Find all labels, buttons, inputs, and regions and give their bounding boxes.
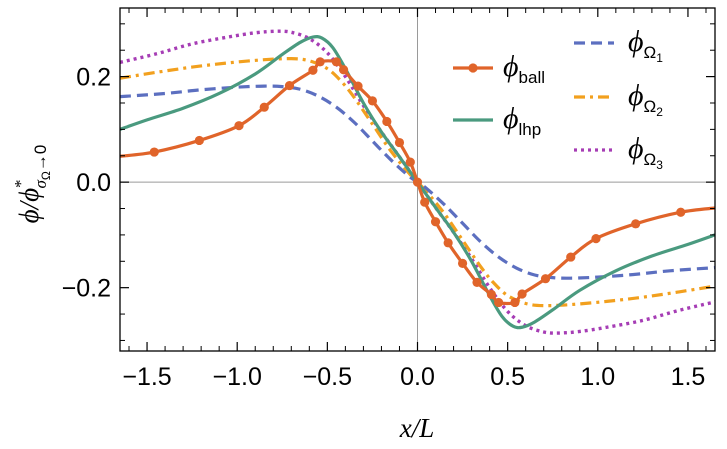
series-line-omega3	[119, 29, 716, 335]
legend-label-ball: ϕball	[503, 50, 545, 87]
legend-entry-omega1: ϕΩ1	[574, 25, 663, 65]
legend-entry-ball: ϕball	[453, 50, 545, 87]
y-tick-label: 0.2	[76, 64, 111, 92]
data-point-ball	[540, 274, 551, 284]
data-point-ball	[420, 197, 430, 207]
data-point-ball	[430, 217, 441, 227]
data-point-ball	[382, 116, 392, 127]
x-tick-label: 1.5	[671, 363, 706, 391]
series-layer	[119, 29, 716, 335]
data-point-ball	[234, 121, 244, 131]
data-point-ball	[676, 207, 686, 217]
y-label-sub-omega: Ω	[39, 171, 53, 180]
data-point-ball	[457, 258, 468, 269]
y-axis-label: ϕ/ϕ*σΩ→0	[11, 145, 53, 224]
legend-label-lhp: ϕlhp	[503, 102, 541, 139]
data-point-ball	[315, 57, 325, 67]
axis-ticks: −1.5 −1.0 −0.5 0.0 0.5 1.0 1.5 −0.2 0.0 0.2	[62, 8, 715, 391]
data-point-ball	[308, 65, 318, 75]
series-line-omega2	[119, 57, 716, 308]
y-label-sup: *	[11, 179, 30, 188]
y-tick-label: −0.2	[62, 275, 111, 303]
data-point-ball	[367, 96, 378, 106]
data-point-ball	[472, 277, 482, 287]
data-point-ball	[394, 137, 405, 148]
legend-entry-omega2: ϕΩ2	[574, 79, 663, 119]
data-point-ball	[149, 147, 159, 157]
svg-text:ϕ/ϕ*σΩ→0: ϕ/ϕ*σΩ→0	[11, 145, 53, 224]
legend-entry-omega3: ϕΩ3	[574, 132, 663, 172]
data-point-ball	[405, 157, 415, 167]
x-tick-label: −0.5	[303, 363, 352, 391]
series-omega3	[119, 29, 716, 335]
y-label-sub-sigma: σ	[31, 179, 50, 188]
data-point-ball	[412, 177, 423, 187]
series-omega2	[119, 57, 716, 308]
data-point-ball	[486, 289, 497, 300]
data-point-ball	[566, 252, 576, 262]
data-point-ball	[338, 65, 349, 75]
legend-label-omega1: ϕΩ1	[628, 25, 663, 65]
data-point-ball	[517, 289, 527, 299]
x-tick-label: −1.5	[122, 363, 171, 391]
series-ball	[119, 57, 716, 308]
data-point-ball	[353, 81, 363, 91]
legend-marker-ball	[468, 63, 478, 73]
legend-label-omega3: ϕΩ3	[628, 132, 663, 172]
x-tick-label: 0.5	[490, 363, 525, 391]
x-axis-label: x/L	[399, 413, 435, 443]
x-tick-label: −1.0	[213, 363, 262, 391]
x-tick-label: 0.0	[400, 363, 435, 391]
data-point-ball	[591, 234, 601, 244]
x-tick-label: 1.0	[580, 363, 615, 391]
data-point-ball	[331, 57, 341, 67]
data-point-ball	[443, 238, 453, 248]
data-point-ball	[494, 297, 504, 308]
legend: ϕball ϕlhp ϕΩ1 ϕΩ2 ϕΩ3	[453, 25, 663, 172]
legend-label-omega2: ϕΩ2	[628, 79, 663, 119]
data-point-ball	[510, 297, 520, 308]
legend-entry-lhp: ϕlhp	[453, 102, 541, 139]
y-label-sub-arrow: →0	[31, 145, 50, 171]
data-point-ball	[631, 219, 641, 229]
data-point-ball	[259, 102, 269, 112]
y-tick-label: 0.0	[76, 169, 111, 197]
data-point-ball	[284, 80, 295, 91]
data-point-ball	[194, 135, 204, 146]
y-label-main: ϕ/ϕ	[14, 188, 44, 223]
